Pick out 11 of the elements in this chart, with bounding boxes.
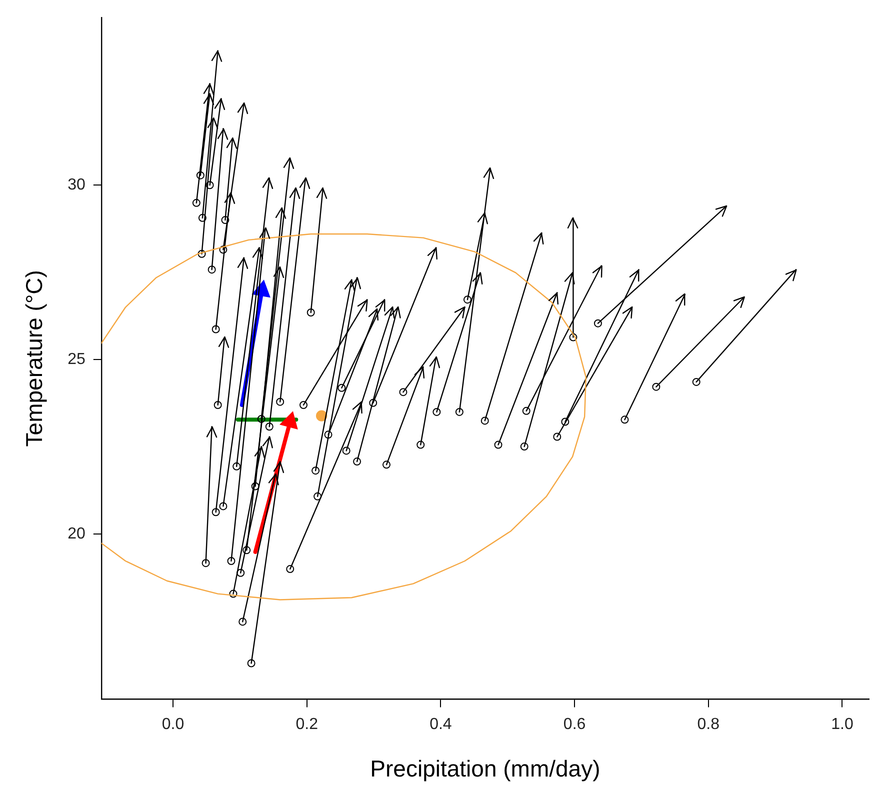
y-tick-label: 25 [68, 351, 86, 368]
x-tick-label: 0.2 [296, 716, 318, 734]
y-tick-label: 20 [68, 526, 86, 543]
x-tick-label: 1.0 [831, 716, 854, 734]
y-axis-title: Temperature (°C) [21, 270, 48, 447]
x-axis-title: Precipitation (mm/day) [370, 756, 600, 782]
x-tick-label: 0.8 [697, 716, 720, 734]
x-tick-label: 0.0 [162, 716, 184, 734]
x-tick-label: 0.6 [563, 716, 586, 734]
x-tick-label: 0.4 [430, 716, 452, 734]
y-tick-label: 30 [68, 176, 86, 194]
